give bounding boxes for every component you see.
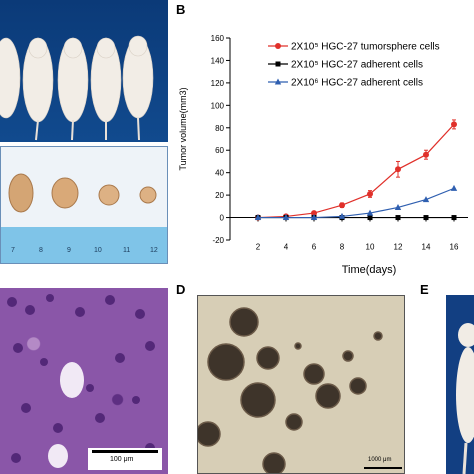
x-tick-label: 14 [422, 243, 431, 252]
data-point [451, 121, 457, 128]
tumors-illustration [1, 173, 167, 263]
panel-label-d: D [176, 282, 186, 297]
panel-c-histology: 100 μm [0, 288, 168, 474]
y-tick-label: 0 [220, 214, 225, 223]
ruler-tick: 8 [39, 247, 43, 254]
data-point [367, 190, 373, 197]
y-tick-label: 120 [211, 79, 225, 88]
data-point [423, 215, 429, 221]
x-tick-label: 12 [394, 243, 403, 252]
y-tick-label: 40 [215, 169, 224, 178]
y-tick-label: 80 [215, 124, 224, 133]
mouse-illustration [456, 323, 474, 474]
series-line [258, 187, 455, 219]
legend-label: 2X10⁵ HGC-27 tumorsphere cells [291, 42, 440, 53]
scalebar-d-label: 1000 μm [368, 457, 392, 463]
data-point [395, 166, 401, 173]
data-point [310, 214, 318, 221]
data-point [339, 202, 345, 209]
panel-label-b: B [176, 2, 186, 17]
legend-label: 2X10⁵ HGC-27 adherent cells [291, 60, 423, 71]
ruler-tick: 9 [67, 247, 71, 254]
histology-texture [7, 294, 162, 470]
ruler-tick: 12 [150, 247, 158, 254]
data-point [451, 215, 457, 221]
data-point [367, 215, 373, 221]
y-axis-label: Tumor volume(mm3) [178, 87, 188, 170]
data-point [423, 151, 429, 158]
ruler-tick: 10 [94, 247, 102, 254]
panel-a-tumors-photo: 7 8 9 10 11 12 [0, 146, 168, 264]
data-point [311, 210, 317, 217]
data-point [282, 214, 290, 221]
x-tick-label: 16 [450, 243, 459, 252]
panel-e-mouse-photo [446, 295, 474, 474]
data-point [450, 184, 458, 191]
y-tick-label: 60 [215, 146, 224, 155]
series-line [257, 124, 455, 219]
tumorsphere-illustration [198, 307, 402, 473]
data-point [338, 212, 346, 219]
x-tick-label: 10 [366, 243, 375, 252]
panel-label-e: E [420, 282, 429, 297]
data-point [422, 196, 430, 203]
y-tick-label: 100 [211, 101, 225, 110]
y-tick-label: 20 [215, 191, 224, 200]
x-axis-label: Time(days) [342, 264, 397, 276]
data-point [254, 214, 262, 221]
y-tick-label: 160 [211, 34, 225, 43]
ruler-tick: 7 [11, 247, 15, 254]
data-point [395, 215, 401, 221]
legend-marker [275, 43, 281, 49]
legend-label: 2X10⁶ HGC-27 adherent cells [291, 78, 423, 89]
x-tick-label: 2 [256, 243, 261, 252]
panel-a-mice-photo [0, 0, 168, 142]
legend-marker [275, 61, 281, 67]
x-tick-label: 4 [284, 243, 289, 252]
legend-marker [274, 78, 282, 85]
x-tick-label: 6 [312, 243, 317, 252]
data-point [394, 203, 402, 210]
tumor-volume-chart: -20 0 20 40 60 80 100 120 140 160 2 4 6 8 10 12 14 16 Tumo… [178, 34, 468, 276]
y-tick-label: 140 [211, 56, 225, 65]
scalebar-c-label: 100 μm [110, 456, 134, 463]
mice-illustration [0, 35, 154, 141]
ruler-tick: 11 [123, 247, 131, 254]
ruler-tick-labels: 7 8 9 10 11 12 [1, 247, 167, 261]
panel-d-tumorspheres: 1000 μm [197, 295, 405, 474]
y-tick-label: -20 [212, 236, 224, 245]
data-point [366, 209, 374, 216]
x-tick-label: 8 [340, 243, 345, 252]
